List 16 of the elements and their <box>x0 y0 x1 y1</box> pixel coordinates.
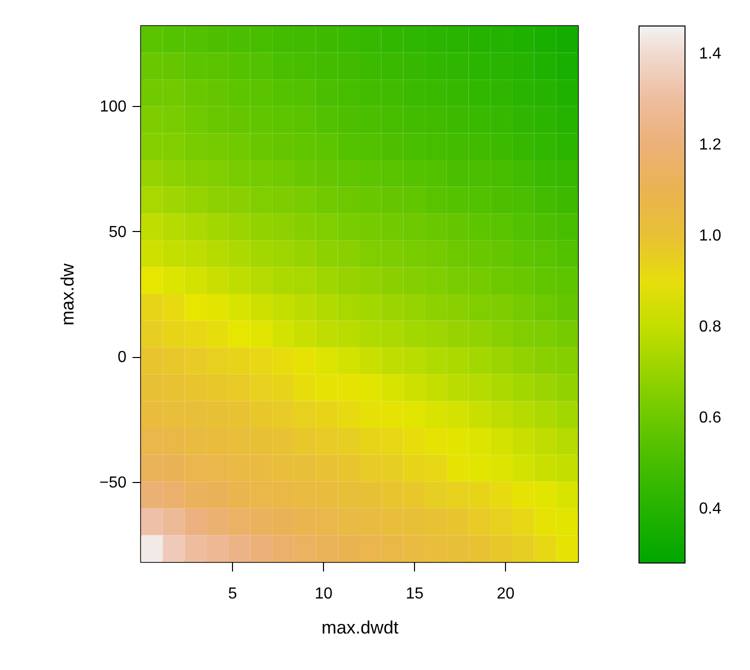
color-bar-label: 0.4 <box>699 500 722 518</box>
x-tick-label: 15 <box>406 586 424 602</box>
x-axis-title: max.dwdt <box>321 618 399 638</box>
y-tick-label: −50 <box>99 474 127 492</box>
y-tick-label: 50 <box>108 224 127 241</box>
y-tick-label: 0 <box>118 349 127 366</box>
color-bar-label: 1.0 <box>699 227 722 244</box>
y-tick-label: 100 <box>100 98 127 116</box>
x-tick-label: 20 <box>496 586 515 602</box>
color-bar-label: 0.8 <box>699 318 722 336</box>
y-axis-title: max.dw <box>57 262 78 326</box>
x-tick-label: 10 <box>314 586 333 602</box>
color-bar-label: 0.6 <box>699 409 722 426</box>
color-bar-label: 1.2 <box>699 136 722 154</box>
x-tick-label: 5 <box>228 586 238 602</box>
color-bar-label: 1.4 <box>699 45 722 62</box>
